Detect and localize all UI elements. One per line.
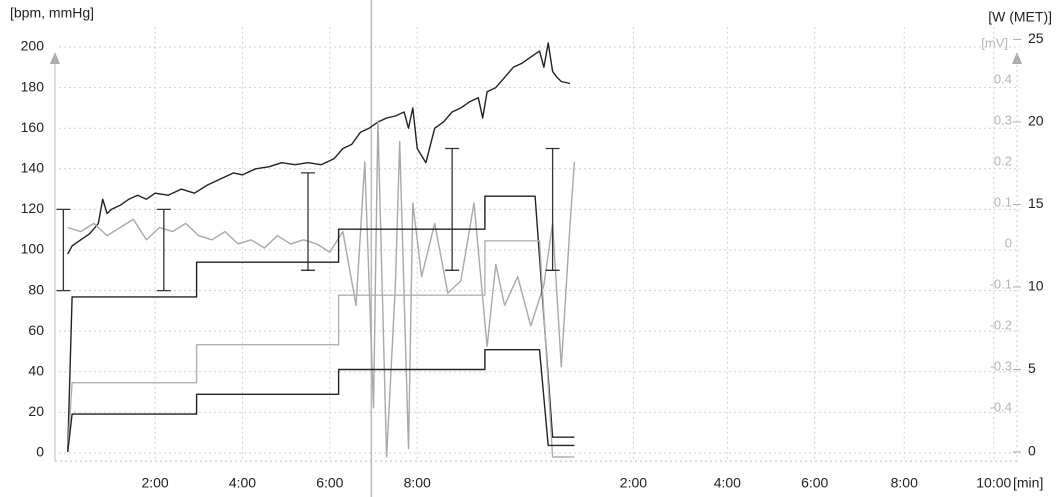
x-tick-label: 6:00 — [801, 475, 828, 491]
blood-pressure-bar — [56, 208, 71, 292]
y-tick-label: 100 — [21, 241, 45, 257]
y2-tick-label: 0 — [1028, 443, 1036, 459]
x-tick-label: 8:00 — [891, 475, 918, 491]
y2-tick-label: 5 — [1028, 360, 1036, 376]
y3-tick-label: 0.2 — [994, 153, 1012, 168]
x-tick-label: 8:00 — [404, 475, 431, 491]
blood-pressure-bar — [156, 208, 171, 292]
x-tick-label: 4:00 — [229, 475, 256, 491]
x-tick-label: 6:00 — [316, 475, 343, 491]
y-tick-label: 200 — [21, 38, 45, 54]
y3-tick-label: 0.3 — [994, 112, 1012, 127]
series-line — [67, 349, 575, 453]
y-tick-label: 120 — [21, 200, 45, 216]
x-tick-label: 2:00 — [620, 475, 647, 491]
y-tick-label: 60 — [28, 322, 44, 338]
y2-axis-label: [W (MET)] — [988, 9, 1052, 25]
y2-tick-label: 20 — [1028, 113, 1044, 129]
y-tick-label: 80 — [28, 281, 44, 297]
y3-tick-label: 0.1 — [994, 194, 1012, 209]
y-axis-label: [bpm, mmHg] — [10, 5, 94, 21]
y3-tick-label: 0 — [1005, 235, 1012, 250]
y-tick-label: 160 — [21, 119, 45, 135]
y-tick-label: 180 — [21, 78, 45, 94]
y3-tick-label: -0.2 — [990, 317, 1012, 332]
series-line — [67, 240, 575, 458]
y2-tick-label: 15 — [1028, 195, 1044, 211]
series-line — [67, 120, 576, 458]
blood-pressure-bar — [445, 147, 460, 271]
series-line — [67, 42, 571, 255]
y-tick-label: 40 — [28, 362, 44, 378]
x-axis-label: [min] — [1013, 475, 1043, 491]
x-tick-label: 2:00 — [141, 475, 168, 491]
y3-axis-label: [mV] — [981, 35, 1008, 50]
series-line — [67, 195, 575, 453]
y2-tick-label: 25 — [1028, 30, 1044, 46]
y3-tick-label: 0.4 — [994, 71, 1012, 86]
blood-pressure-bar — [545, 147, 560, 271]
y-tick-label: 140 — [21, 159, 45, 175]
axis-arrow — [1012, 52, 1022, 64]
y3-tick-label: -0.3 — [990, 358, 1012, 373]
y3-tick-label: -0.1 — [990, 276, 1012, 291]
x-tick-label: 4:00 — [714, 475, 741, 491]
y3-tick-label: -0.4 — [990, 399, 1012, 414]
y2-tick-label: 10 — [1028, 278, 1044, 294]
y-tick-label: 0 — [36, 444, 44, 460]
y-tick-label: 20 — [28, 403, 44, 419]
blood-pressure-bar — [300, 172, 315, 271]
x-tick-label: 10:00 — [976, 475, 1011, 491]
